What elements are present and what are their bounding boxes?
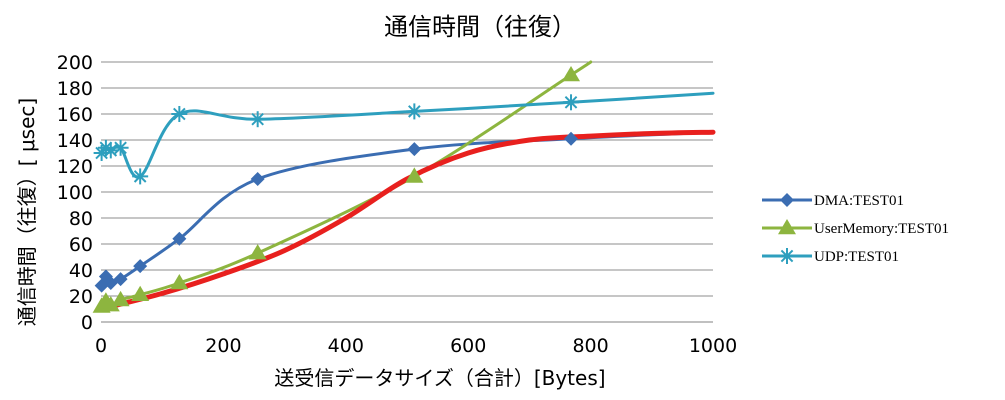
usermemory-point <box>101 296 120 312</box>
legend-marker <box>778 219 796 235</box>
legend: DMA:TEST01 UserMemory:TEST01 UDP:TEST01 <box>762 193 949 265</box>
udp-point <box>102 142 119 159</box>
x-tick-label: 1000 <box>689 335 737 357</box>
legend-item-dma: DMA:TEST01 <box>762 193 904 209</box>
legend-marker <box>779 248 795 264</box>
trend-series-line <box>98 129 716 312</box>
y-tick-label: 200 <box>57 52 93 74</box>
x-axis-ticks: 0 200 400 600 800 1000 <box>95 335 737 357</box>
x-tick-label: 0 <box>95 335 107 357</box>
legend-item-udp: UDP:TEST01 <box>762 248 899 265</box>
y-axis-title: 通信時間（往復）[ μsec] <box>15 98 39 326</box>
udp-point <box>112 139 129 156</box>
y-tick-label: 60 <box>69 234 93 256</box>
y-tick-label: 100 <box>57 182 93 204</box>
y-axis-ticks: 0 20 40 60 80 100 120 140 160 180 200 <box>57 52 93 334</box>
legend-label: UserMemory:TEST01 <box>814 221 949 237</box>
udp-point <box>132 168 149 185</box>
y-tick-label: 140 <box>57 130 93 152</box>
dma-point <box>172 231 187 246</box>
y-tick-label: 80 <box>69 208 93 230</box>
usermemory-point <box>248 244 267 260</box>
usermemory-point <box>170 274 189 290</box>
dma-series-line <box>100 130 715 288</box>
series-markers <box>92 66 581 313</box>
legend-label: DMA:TEST01 <box>814 193 904 209</box>
dma-point <box>250 172 265 186</box>
udp-point <box>171 106 188 122</box>
dma-point <box>133 259 148 274</box>
y-tick-label: 160 <box>57 104 93 126</box>
x-tick-label: 800 <box>572 335 608 357</box>
usermemory-point <box>131 285 150 301</box>
dma-point <box>407 142 422 157</box>
x-tick-label: 200 <box>205 335 241 357</box>
x-tick-label: 600 <box>450 335 486 357</box>
x-axis-title: 送受信データサイズ（合計）[Bytes] <box>274 366 605 390</box>
dma-point <box>113 272 128 287</box>
legend-marker <box>780 193 794 207</box>
y-tick-label: 40 <box>69 260 93 282</box>
y-tick-label: 180 <box>57 78 93 100</box>
udp-point <box>406 103 423 120</box>
legend-item-usermemory: UserMemory:TEST01 <box>762 219 949 237</box>
y-tick-label: 120 <box>57 156 93 178</box>
usermemory-point <box>405 167 424 183</box>
udp-point <box>249 111 266 128</box>
udp-point <box>563 94 580 111</box>
usermemory-point <box>111 290 130 307</box>
usermemory-point <box>562 66 581 82</box>
y-tick-label: 0 <box>81 312 93 334</box>
series-lines <box>98 60 716 312</box>
legend-label: UDP:TEST01 <box>814 249 899 265</box>
chart-title: 通信時間（往復） <box>384 13 576 41</box>
x-tick-label: 400 <box>328 335 364 357</box>
y-tick-label: 20 <box>69 286 93 308</box>
dma-point <box>564 131 579 146</box>
